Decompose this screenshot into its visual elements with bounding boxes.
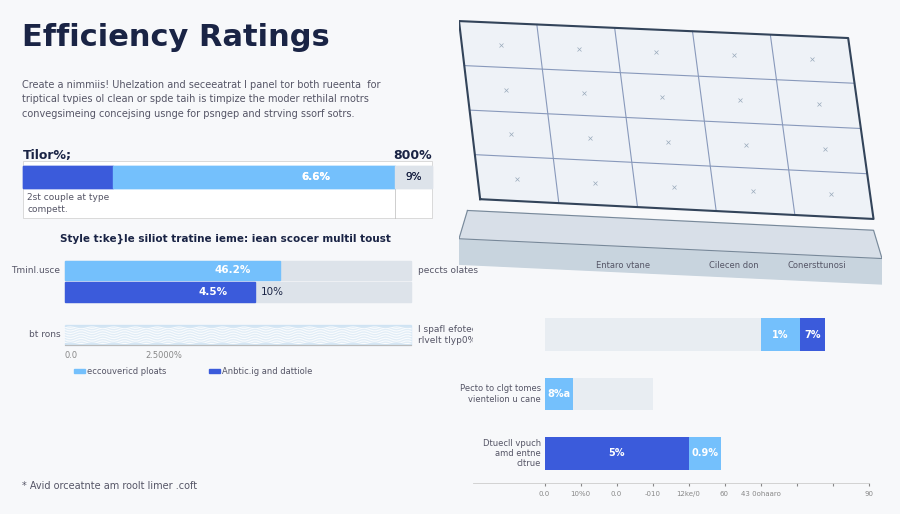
Text: Create a nimmiis! Uhelzation and seceeatrat l panel tor both rueenta  for
tripti: Create a nimmiis! Uhelzation and seceeat…: [22, 80, 381, 119]
Text: 6.6%: 6.6%: [302, 172, 330, 182]
Bar: [544, 318, 760, 351]
Text: Cilecen don: Cilecen don: [709, 261, 759, 270]
Bar: [760, 318, 800, 351]
Bar: [544, 378, 573, 410]
Text: Entaro vtane: Entaro vtane: [596, 261, 650, 270]
Text: Efficiency Ratings: Efficiency Ratings: [22, 23, 330, 52]
Bar: [65, 261, 280, 280]
Text: 10%: 10%: [261, 287, 284, 297]
Bar: [65, 325, 411, 345]
Text: * Avid orceatnte am roolt limer .coft: * Avid orceatnte am roolt limer .coft: [22, 481, 198, 490]
Text: Tilor%;: Tilor%;: [22, 149, 71, 162]
Text: 0.9%: 0.9%: [691, 448, 718, 458]
Bar: [22, 161, 432, 218]
Text: 46.2%: 46.2%: [214, 265, 250, 276]
Polygon shape: [459, 238, 882, 284]
Bar: [22, 166, 112, 188]
Polygon shape: [459, 211, 882, 259]
Text: Conersttunosi: Conersttunosi: [788, 261, 846, 270]
Text: Style t:ke}le siliot tratine ieme: iean scocer multil toust: Style t:ke}le siliot tratine ieme: iean …: [59, 234, 391, 244]
Bar: [65, 261, 411, 280]
Text: 5%: 5%: [608, 448, 625, 458]
Bar: [74, 369, 85, 373]
Bar: [544, 378, 652, 410]
Bar: [65, 282, 411, 302]
Bar: [22, 166, 112, 188]
Bar: [688, 437, 721, 470]
Text: l spafl efoteof
rlvelt tlyp0%.: l spafl efoteof rlvelt tlyp0%.: [418, 325, 480, 344]
Bar: [112, 166, 395, 188]
Text: 800%: 800%: [393, 149, 432, 162]
Bar: [395, 166, 432, 188]
Bar: [800, 318, 825, 351]
Bar: [112, 166, 395, 188]
Text: 7%: 7%: [805, 329, 821, 340]
Text: 0.0: 0.0: [65, 351, 78, 360]
Text: 2.5000%: 2.5000%: [146, 351, 183, 360]
Bar: [65, 282, 256, 302]
Polygon shape: [459, 21, 874, 219]
Text: 6.6%: 6.6%: [302, 172, 330, 182]
Text: eccouvericd ploats: eccouvericd ploats: [87, 367, 166, 376]
Text: 9%: 9%: [405, 172, 422, 182]
Text: Tminl.usce: Tminl.usce: [12, 266, 60, 275]
Text: 2st couple at type
compett.: 2st couple at type compett.: [27, 193, 109, 213]
Text: 9%: 9%: [405, 172, 422, 182]
Text: peccts olates: peccts olates: [418, 266, 478, 275]
Text: 1%: 1%: [772, 329, 788, 340]
Text: 4.5%: 4.5%: [199, 287, 228, 297]
Bar: [395, 166, 432, 188]
Text: 8%a: 8%a: [547, 389, 571, 399]
Bar: [209, 369, 220, 373]
Text: Dtuecll vpuch
amd entne
cltrue: Dtuecll vpuch amd entne cltrue: [482, 438, 541, 468]
Text: Anbtic.ig and dattiole: Anbtic.ig and dattiole: [222, 367, 312, 376]
Text: Pecto to clgt tomes
vientelion u cane: Pecto to clgt tomes vientelion u cane: [460, 384, 541, 403]
Bar: [544, 437, 688, 470]
Text: bt rons: bt rons: [29, 331, 60, 339]
